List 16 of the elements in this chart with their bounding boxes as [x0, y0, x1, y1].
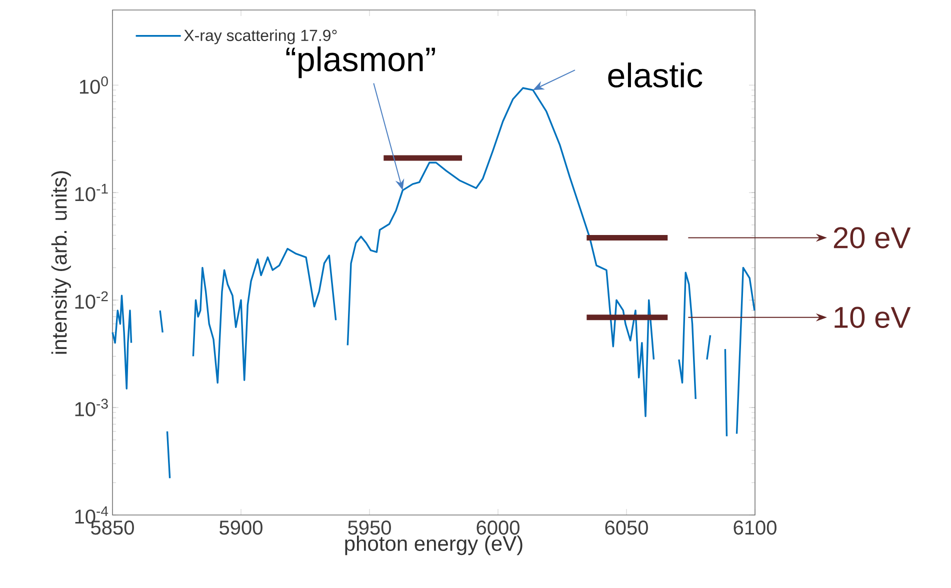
y-tick-label: 10$^{-1}$	[75, 184, 108, 202]
x-tick-label: 6100	[734, 520, 776, 535]
x-tick-label: 5900	[220, 520, 262, 535]
x-axis-title: photon energy (eV)	[345, 536, 522, 556]
annotation: elastic	[608, 62, 702, 88]
x-tick-label: 5950	[348, 520, 391, 535]
x-tick-label: 6050	[605, 520, 648, 535]
annotation: “plasmon”	[286, 46, 435, 78]
y-tick-label: 10$^{0}$	[80, 76, 108, 94]
y-axis-title: intensity (arb. units)	[51, 171, 71, 354]
y-tick-label: 10$^{-2}$	[75, 291, 108, 309]
x-tick-label: 6000	[476, 520, 520, 535]
text: 10 eV	[834, 306, 911, 328]
y-tick-label: 10$^{-3}$	[75, 398, 108, 416]
text: 20 eV	[834, 227, 911, 248]
legend-label: X-ray scattering 17.9°	[184, 29, 337, 44]
